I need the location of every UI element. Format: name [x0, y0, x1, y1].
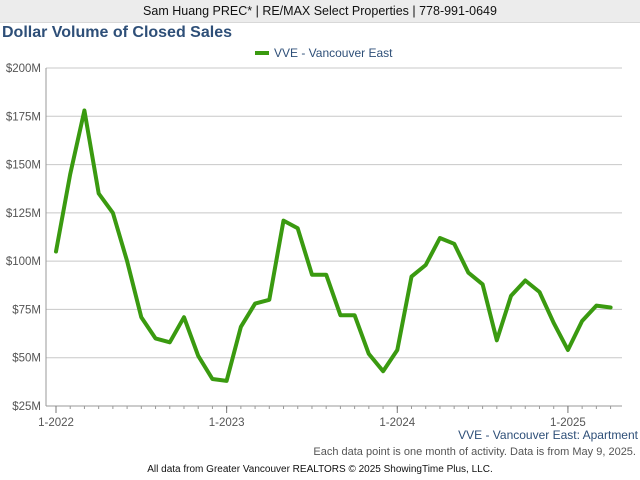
- data-point: [410, 275, 413, 278]
- data-point: [339, 314, 342, 317]
- data-point: [296, 227, 299, 230]
- data-point: [282, 219, 285, 222]
- y-tick-label: $100M: [6, 256, 41, 268]
- data-point: [439, 237, 441, 239]
- data-point: [609, 306, 612, 309]
- chart-subcaption: VVE - Vancouver East: Apartment: [458, 428, 638, 442]
- y-tick-label: $50M: [12, 353, 41, 365]
- legend-swatch: [255, 51, 269, 55]
- data-note: Each data point is one month of activity…: [313, 446, 636, 458]
- data-point: [481, 283, 484, 286]
- data-point: [268, 298, 271, 301]
- data-point: [140, 316, 143, 318]
- data-point: [424, 264, 427, 266]
- data-point: [552, 322, 555, 324]
- legend-label: VVE - Vancouver East: [274, 46, 393, 60]
- data-point: [97, 192, 100, 195]
- data-point: [567, 349, 569, 351]
- x-tick-label: 1-2022: [38, 417, 74, 429]
- x-tick-label: 1-2023: [209, 417, 245, 429]
- data-point: [453, 242, 455, 245]
- data-point: [496, 339, 498, 342]
- chart-legend: VVE - Vancouver East: [255, 45, 393, 61]
- data-point: [225, 380, 228, 382]
- data-point: [382, 370, 384, 373]
- data-point: [538, 291, 541, 293]
- contact-text: Sam Huang PREC* | RE/MAX Select Properti…: [143, 4, 497, 18]
- y-tick-label: $125M: [6, 208, 41, 220]
- x-tick-label: 1-2024: [379, 417, 415, 429]
- contact-header: Sam Huang PREC* | RE/MAX Select Properti…: [0, 0, 640, 23]
- data-point: [581, 320, 583, 322]
- data-point: [353, 314, 356, 317]
- data-point: [154, 337, 157, 340]
- data-point: [197, 354, 199, 357]
- data-point: [595, 304, 598, 307]
- y-tick-label: $175M: [6, 111, 41, 123]
- data-point: [55, 250, 57, 253]
- data-point: [311, 273, 313, 276]
- data-point: [126, 260, 128, 262]
- data-point: [183, 316, 185, 318]
- data-point: [168, 341, 171, 344]
- x-tick-label: 1-2025: [550, 417, 586, 429]
- data-point: [510, 295, 512, 297]
- data-point: [524, 279, 527, 282]
- data-point: [325, 273, 327, 276]
- data-point: [112, 212, 114, 214]
- data-point: [83, 109, 86, 112]
- footer-credit: All data from Greater Vancouver REALTORS…: [147, 464, 493, 475]
- y-tick-label: $200M: [6, 63, 41, 75]
- data-point: [254, 302, 256, 305]
- data-point: [396, 349, 399, 351]
- y-tick-label: $75M: [12, 304, 41, 316]
- data-point: [467, 271, 470, 274]
- series-line: [54, 108, 613, 383]
- data-point: [211, 378, 214, 380]
- data-point: [69, 173, 72, 176]
- data-point: [368, 353, 370, 355]
- chart-title: Dollar Volume of Closed Sales: [2, 24, 232, 41]
- y-tick-label: $150M: [6, 160, 41, 172]
- data-point: [240, 326, 242, 328]
- y-tick-label: $25M: [12, 401, 41, 413]
